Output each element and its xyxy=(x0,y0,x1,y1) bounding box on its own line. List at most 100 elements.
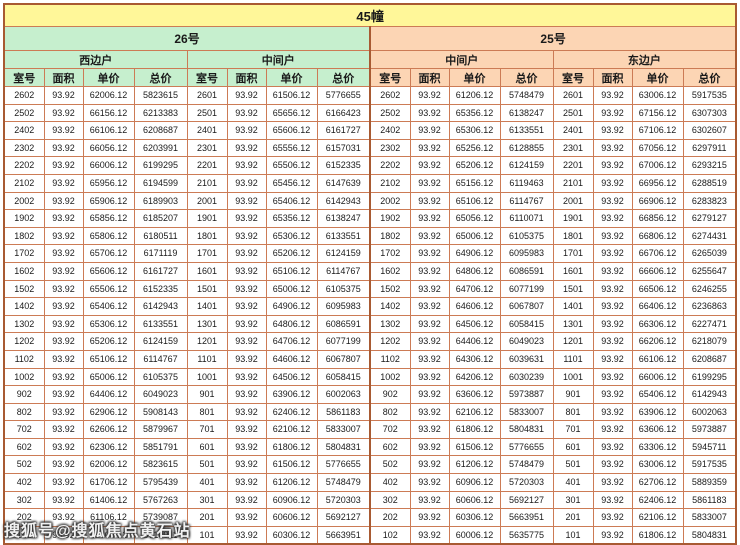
area-cell: 93.92 xyxy=(43,473,84,492)
total-price-cell: 6142943 xyxy=(316,191,371,211)
unit-price-cell: 65006.12 xyxy=(448,226,501,246)
unit-price-cell: 61806.12 xyxy=(448,420,501,439)
total-price-cell: 6105375 xyxy=(499,226,554,246)
unit-price-cell: 61206.12 xyxy=(448,455,501,475)
unit-price-cell: 65356.12 xyxy=(265,209,318,228)
total-price-cell: 5720303 xyxy=(316,490,371,510)
unit-price-cell: 65606.12 xyxy=(82,261,135,281)
total-price-cell: 6086591 xyxy=(499,261,554,281)
room-number-cell: 202 xyxy=(3,508,45,527)
table-row: 202 93.92 61106.12 5739087 201 93.92 60606.12 5… xyxy=(3,508,737,527)
unit-price-cell: 65256.12 xyxy=(448,138,501,158)
room-number-cell: 2101 xyxy=(552,173,594,193)
total-price-cell: 5917535 xyxy=(682,455,737,475)
unit-price-cell: 62406.12 xyxy=(265,402,318,422)
room-number-cell: 1102 xyxy=(369,349,411,369)
table-row: 302 93.92 61406.12 5767263 301 93.92 60906.12 5… xyxy=(3,490,737,510)
area-cell: 93.92 xyxy=(409,297,450,316)
total-price-cell: 6297911 xyxy=(682,138,737,158)
unit-price-cell: 62006.12 xyxy=(82,86,135,105)
column-header-area: 面积 xyxy=(226,68,267,87)
room-number-cell: 501 xyxy=(552,455,594,475)
area-cell: 93.92 xyxy=(43,279,84,299)
area-cell: 93.92 xyxy=(226,437,267,457)
unit-price-cell: 66106.12 xyxy=(631,349,684,369)
table-row: 802 93.92 62906.12 5908143 801 93.92 62406.12 5… xyxy=(3,402,737,422)
area-cell: 93.92 xyxy=(592,173,633,193)
table-row: 1702 93.92 65706.12 6171119 1701 93.92 65206.1… xyxy=(3,244,737,263)
table-row: 2102 93.92 65956.12 6194599 2101 93.92 65456.1… xyxy=(3,173,737,193)
column-header-unit-price: 单价 xyxy=(631,68,684,87)
area-cell: 93.92 xyxy=(592,332,633,351)
area-cell: 93.92 xyxy=(409,437,450,457)
table-row: 102 93.92 60806.12 5710911 101 93.92 60306.12 5… xyxy=(3,525,737,545)
room-number-cell: 501 xyxy=(186,455,228,475)
room-number-cell: 1701 xyxy=(552,244,594,263)
unit-price-cell: 65306.12 xyxy=(82,314,135,334)
area-cell: 93.92 xyxy=(592,209,633,228)
total-price-cell: 5833007 xyxy=(682,508,737,527)
room-number-cell: 1002 xyxy=(3,367,45,387)
total-price-cell: 6002063 xyxy=(316,385,371,404)
unit-price-cell: 65106.12 xyxy=(82,349,135,369)
total-price-cell: 5833007 xyxy=(316,420,371,439)
unit-type-header-middle-25: 中间户 xyxy=(369,50,554,69)
column-header-row: 室号 面积 单价 总价 室号 面积 单价 总价 室号 面积 单价 总价 室号 面… xyxy=(3,68,737,87)
area-cell: 93.92 xyxy=(43,314,84,334)
area-cell: 93.92 xyxy=(226,138,267,158)
room-number-cell: 2002 xyxy=(3,191,45,211)
area-cell: 93.92 xyxy=(592,121,633,140)
total-price-cell: 6199295 xyxy=(682,367,737,387)
unit-price-cell: 65856.12 xyxy=(82,209,135,228)
unit-price-cell: 62106.12 xyxy=(448,402,501,422)
room-number-cell: 2001 xyxy=(552,191,594,211)
total-price-cell: 6152335 xyxy=(133,279,188,299)
room-number-cell: 2602 xyxy=(3,86,45,105)
area-cell: 93.92 xyxy=(409,103,450,123)
area-cell: 93.92 xyxy=(43,385,84,404)
area-cell: 93.92 xyxy=(592,226,633,246)
unit-price-cell: 63906.12 xyxy=(631,402,684,422)
building-row: 26号 25号 xyxy=(3,26,737,51)
total-price-cell: 6152335 xyxy=(316,156,371,175)
total-price-cell: 5748479 xyxy=(499,455,554,475)
unit-price-cell: 66156.12 xyxy=(82,103,135,123)
area-cell: 93.92 xyxy=(43,121,84,140)
unit-price-cell: 65456.12 xyxy=(265,173,318,193)
area-cell: 93.92 xyxy=(226,332,267,351)
unit-price-cell: 67056.12 xyxy=(631,138,684,158)
total-price-cell: 5908143 xyxy=(133,402,188,422)
area-cell: 93.92 xyxy=(409,385,450,404)
room-number-cell: 601 xyxy=(186,437,228,457)
room-number-cell: 1501 xyxy=(552,279,594,299)
area-cell: 93.92 xyxy=(226,455,267,475)
column-header-room: 室号 xyxy=(3,68,45,87)
area-cell: 93.92 xyxy=(409,402,450,422)
total-price-cell: 5776655 xyxy=(499,437,554,457)
area-cell: 93.92 xyxy=(409,314,450,334)
table-row: 602 93.92 62306.12 5851791 601 93.92 61806.12 5… xyxy=(3,437,737,457)
room-number-cell: 1102 xyxy=(3,349,45,369)
room-number-cell: 901 xyxy=(552,385,594,404)
total-price-cell: 5804831 xyxy=(499,420,554,439)
room-number-cell: 2302 xyxy=(369,138,411,158)
area-cell: 93.92 xyxy=(43,191,84,211)
area-cell: 93.92 xyxy=(409,349,450,369)
unit-price-cell: 62706.12 xyxy=(631,473,684,492)
total-price-cell: 5710911 xyxy=(133,525,188,545)
room-number-cell: 802 xyxy=(3,402,45,422)
total-price-cell: 5973887 xyxy=(499,385,554,404)
room-number-cell: 1902 xyxy=(369,209,411,228)
area-cell: 93.92 xyxy=(226,261,267,281)
unit-price-cell: 62106.12 xyxy=(265,420,318,439)
room-number-cell: 502 xyxy=(369,455,411,475)
area-cell: 93.92 xyxy=(592,402,633,422)
unit-price-cell: 65906.12 xyxy=(82,191,135,211)
total-price-cell: 5748479 xyxy=(499,86,554,105)
unit-price-cell: 63606.12 xyxy=(448,385,501,404)
total-price-cell: 5861183 xyxy=(682,490,737,510)
total-price-cell: 6133551 xyxy=(133,314,188,334)
total-price-cell: 6067807 xyxy=(499,297,554,316)
total-price-cell: 6161727 xyxy=(133,261,188,281)
area-cell: 93.92 xyxy=(592,86,633,105)
